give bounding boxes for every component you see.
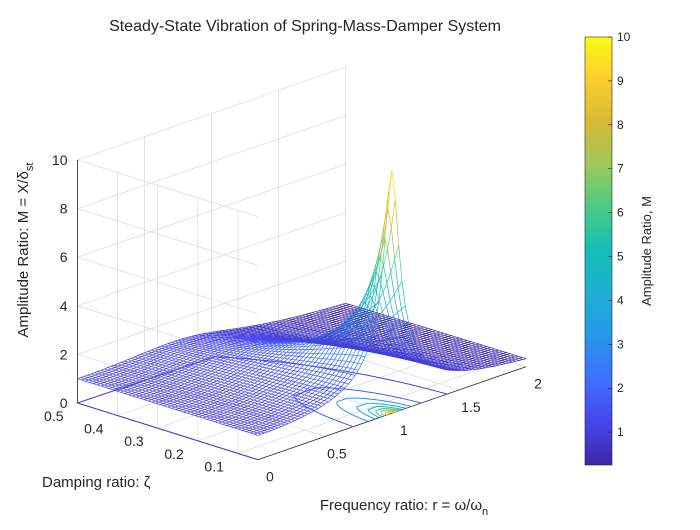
mesh-line-zeta [392, 170, 395, 199]
mesh-line-zeta [383, 292, 386, 306]
mesh-line-zeta [387, 283, 390, 301]
mesh-line-zeta [388, 249, 391, 272]
mesh-line-zeta [379, 275, 382, 302]
mesh-line-zeta [379, 300, 382, 312]
mesh-line-zeta [395, 260, 398, 288]
mesh-line-zeta [402, 281, 405, 306]
mesh-line-zeta [405, 306, 408, 323]
mesh-line-zeta [395, 200, 398, 246]
mesh-line-zeta [394, 295, 397, 313]
mesh-line-zeta [390, 301, 393, 316]
mesh-line-zeta [391, 272, 394, 295]
mesh-line-zeta [391, 228, 394, 260]
mesh-line-zeta [399, 245, 402, 281]
mesh-line-zeta [388, 209, 391, 228]
mesh-line-zeta [398, 288, 401, 309]
mesh-line-zeta [384, 266, 387, 283]
